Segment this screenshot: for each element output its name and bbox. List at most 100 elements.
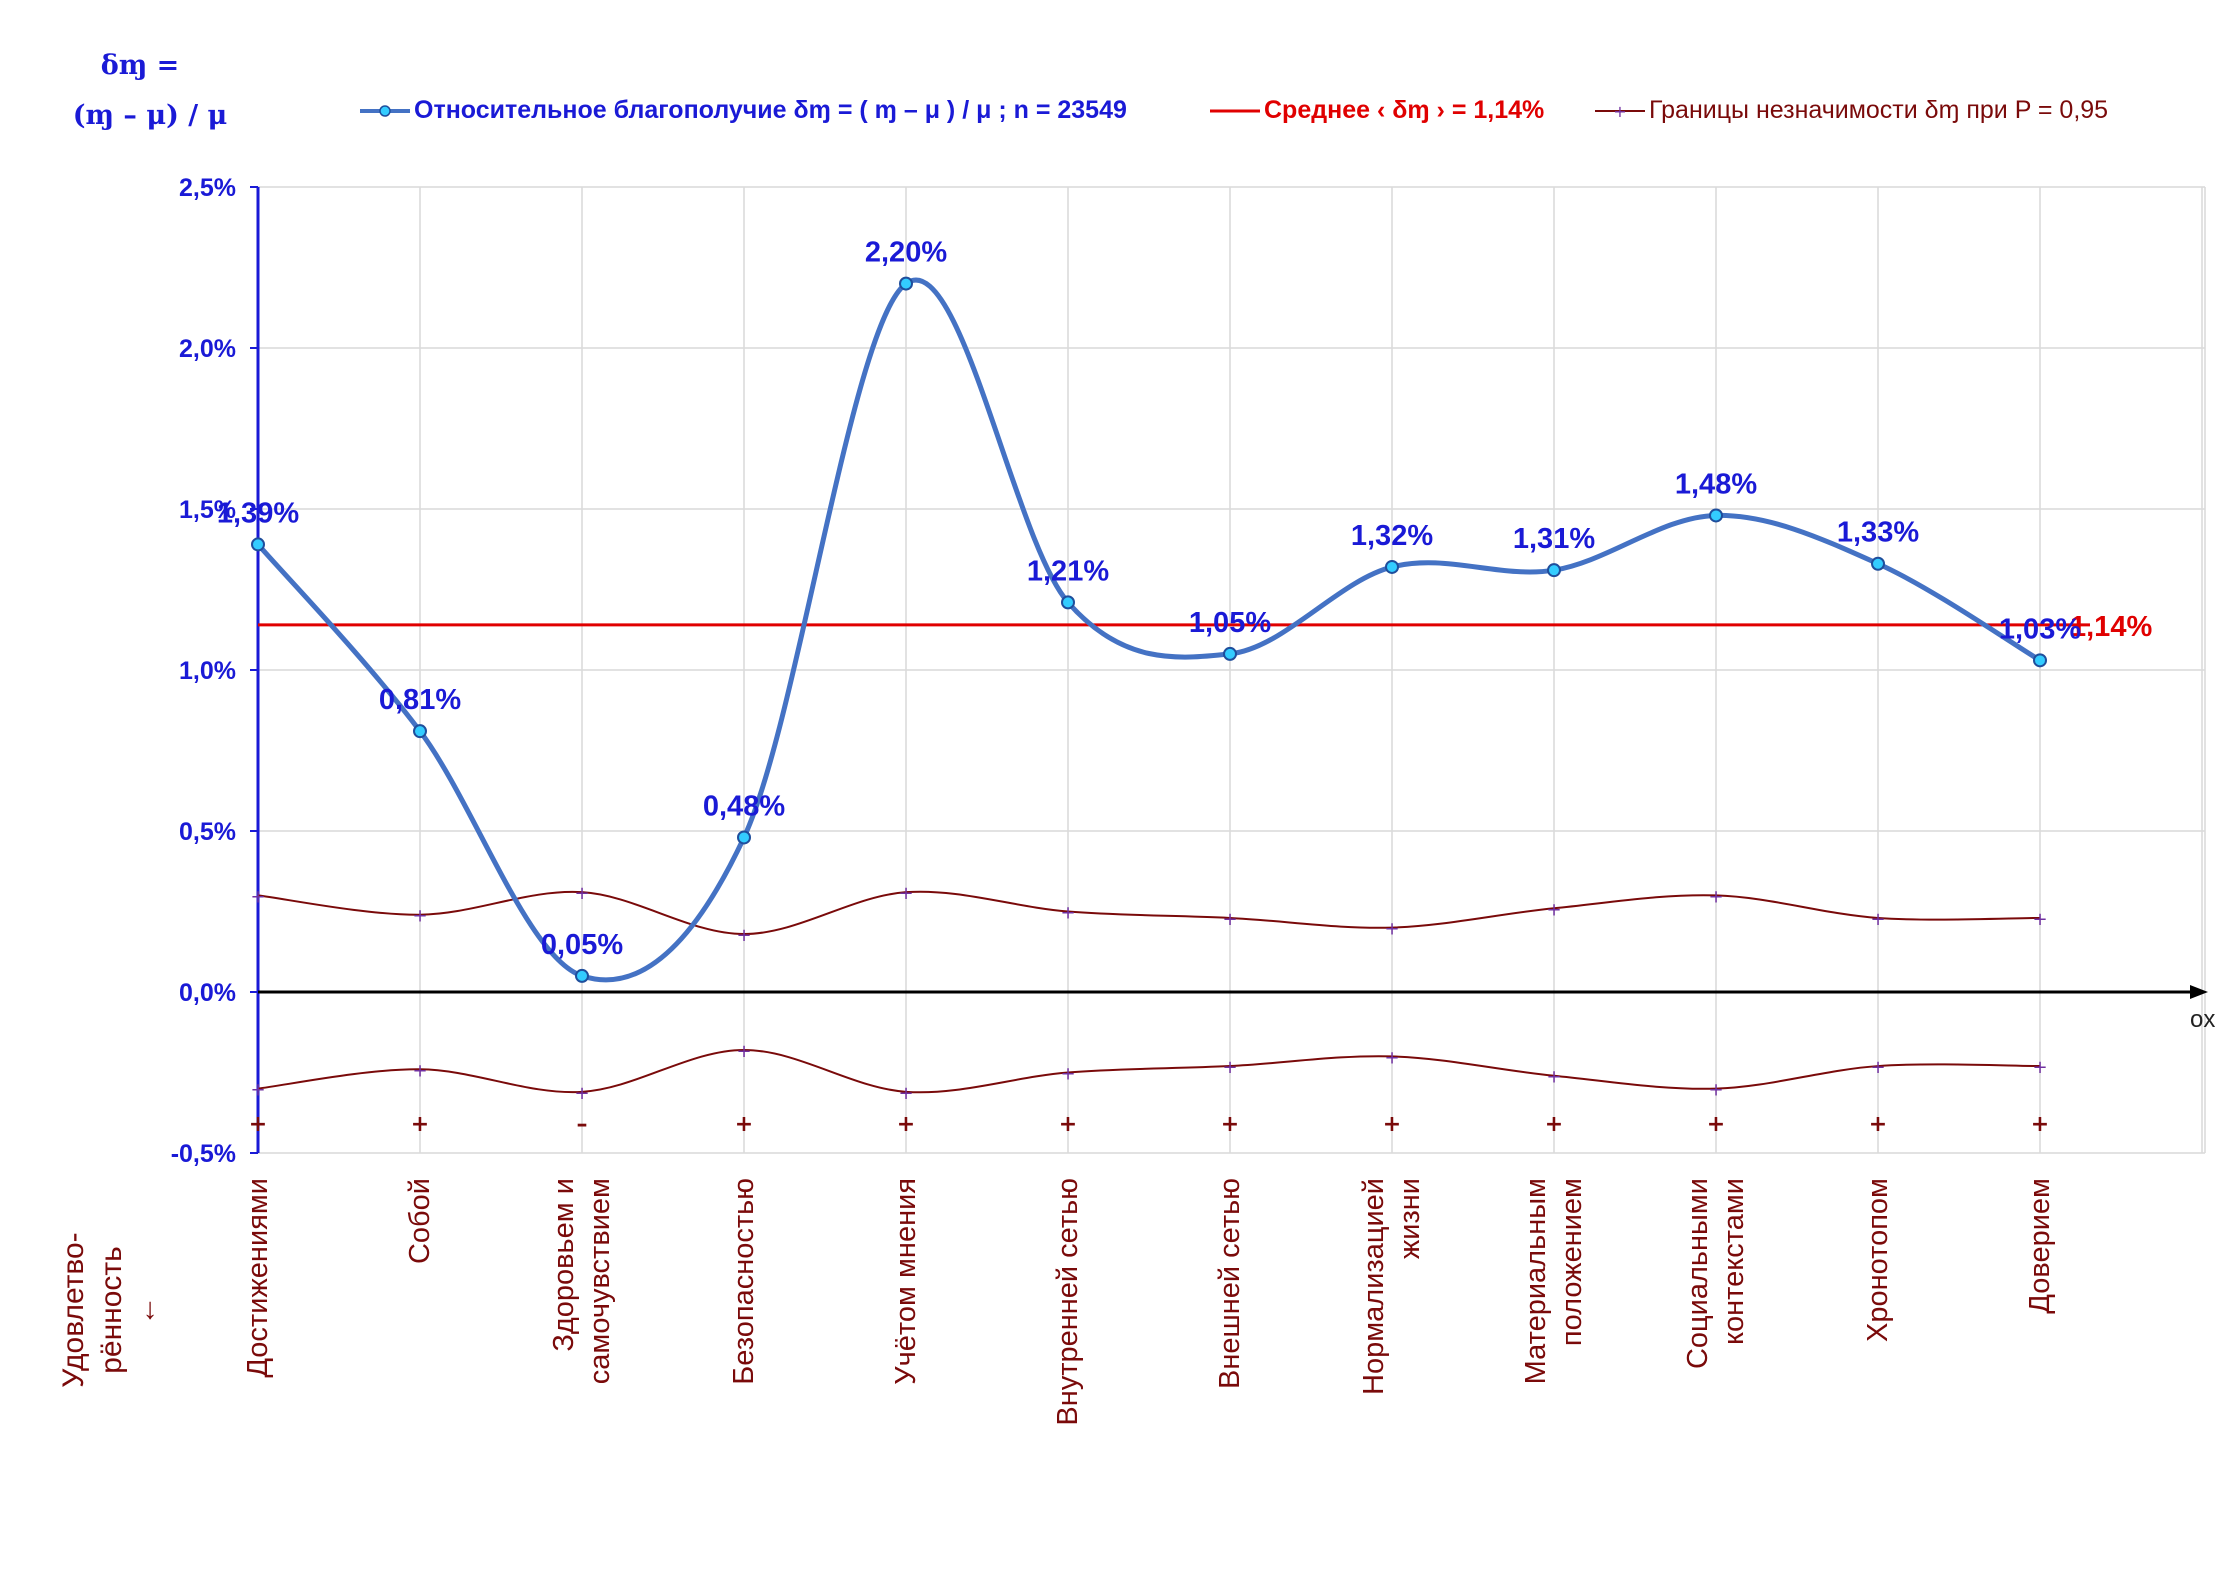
data-label: 1,31% <box>1513 523 1595 555</box>
x-tick-label-line: Здоровьем и <box>548 1178 580 1352</box>
legend-swatch-series <box>360 104 410 117</box>
mean-label: 1,14% <box>2070 611 2152 643</box>
x-tick-label: Здоровьем и самочувствием <box>546 1178 618 1518</box>
y-tick-label: 2,0% <box>179 335 236 363</box>
x-axis-end-label: ox <box>2190 1006 2216 1033</box>
bounds-marker-upper: + <box>412 906 427 927</box>
x-tick-label: Внутренней сетью <box>1050 1178 1086 1518</box>
significance-sign: + <box>2031 1112 2049 1137</box>
x-tick-label: Собой <box>402 1178 438 1518</box>
significance-sign: + <box>249 1112 267 1137</box>
bounds-marker-upper: + <box>898 883 913 904</box>
x-tick-label: Нормализацией жизни <box>1356 1178 1428 1518</box>
x-tick-label: Достижениями <box>240 1178 276 1518</box>
significance-sign: + <box>1059 1112 1077 1137</box>
bounds-marker-lower: + <box>1222 1057 1237 1078</box>
data-label: 1,48% <box>1675 468 1757 500</box>
data-label: 0,81% <box>379 684 461 716</box>
data-label: 1,39% <box>217 497 299 529</box>
y-tick-label: 0,0% <box>179 979 236 1007</box>
data-point <box>1061 595 1075 610</box>
bounds-marker-upper: + <box>1708 886 1723 907</box>
data-label: 1,21% <box>1027 555 1109 587</box>
y-axis-title-line1: δɱ = <box>100 50 180 81</box>
significance-sign: + <box>897 1112 915 1137</box>
y-axis-title-line2: (ɱ – μ) / μ <box>72 100 228 131</box>
corner-label-arrow: ↓ <box>142 1293 158 1326</box>
legend-label-series: Относительное благополучие δɱ = ( ɱ – μ … <box>414 96 1127 124</box>
x-tick-label-line: Хронотопом <box>1862 1178 1894 1342</box>
bounds-marker-lower: + <box>1708 1080 1723 1101</box>
data-label: 0,48% <box>703 790 785 822</box>
x-tick-label-line: Социальными <box>1682 1178 1714 1370</box>
legend-swatch-bounds: + <box>1595 102 1645 121</box>
bounds-marker-upper: + <box>2032 909 2047 930</box>
bounds-marker-lower: + <box>412 1060 427 1081</box>
corner-label-line2: рённость <box>95 1246 128 1374</box>
x-tick-label-line: Материальным <box>1520 1178 1552 1385</box>
data-label: 2,20% <box>865 237 947 269</box>
bounds-marker-lower: + <box>1546 1067 1561 1088</box>
bounds-line-upper <box>257 890 2041 936</box>
significance-sign: + <box>1707 1112 1725 1137</box>
bounds-line-lower <box>257 1048 2041 1094</box>
bounds-marker-lower: + <box>250 1080 265 1101</box>
data-label: 1,03% <box>1999 613 2081 645</box>
bounds-marker-upper: + <box>574 883 589 904</box>
data-point <box>1385 559 1399 574</box>
x-tick-label: Доверием <box>2022 1178 2058 1518</box>
bounds-marker-upper: + <box>1222 909 1237 930</box>
legend-swatch-mean <box>1210 109 1260 112</box>
data-point <box>899 276 913 291</box>
x-tick-label: Безопасностью <box>726 1178 762 1518</box>
series-line <box>256 277 2042 983</box>
legend-item-mean: Среднее ‹ δɱ › = 1,14% <box>1210 96 1544 125</box>
bounds-marker-upper: + <box>736 925 751 946</box>
bounds-marker-lower: + <box>736 1041 751 1062</box>
bounds-marker-lower: + <box>2032 1057 2047 1078</box>
legend-label-mean: Среднее ‹ δɱ › = 1,14% <box>1264 96 1545 124</box>
legend-item-series: Относительное благополучие δɱ = ( ɱ – μ … <box>360 96 1127 125</box>
y-tick-label: 1,0% <box>179 657 236 685</box>
bounds-marker-upper: + <box>250 886 265 907</box>
x-tick-label-line: положением <box>1556 1178 1588 1347</box>
x-tick-label: Социальными контекстами <box>1680 1178 1752 1518</box>
x-tick-label-line: контекстами <box>1718 1178 1750 1345</box>
y-tick-label: 1,5% <box>179 496 236 524</box>
data-point <box>1223 646 1237 661</box>
data-point <box>737 830 751 845</box>
x-tick-label: Материальным положением <box>1518 1178 1590 1518</box>
data-point <box>575 968 589 983</box>
x-tick-label-line: жизни <box>1394 1178 1426 1260</box>
data-point <box>413 724 427 739</box>
significance-sign: + <box>1869 1112 1887 1137</box>
data-label: 0,05% <box>541 929 623 961</box>
data-label: 1,32% <box>1351 520 1433 552</box>
x-tick-label-line: Доверием <box>2024 1178 2056 1314</box>
svg-text:+: + <box>1613 102 1626 121</box>
significance-sign: – <box>577 1112 588 1137</box>
x-tick-label: Учётом мнения <box>888 1178 924 1518</box>
legend-item-bounds: + Границы незначимости δɱ при P = 0,95 <box>1595 96 2108 125</box>
significance-sign: + <box>735 1112 753 1137</box>
x-tick-label-line: самочувствием <box>584 1178 616 1385</box>
bounds-marker-upper: + <box>1384 919 1399 940</box>
significance-sign: + <box>1221 1112 1239 1137</box>
data-point <box>1871 556 1885 571</box>
data-point <box>1709 508 1723 523</box>
x-tick-label-line: Достижениями <box>242 1178 274 1378</box>
bounds-marker-lower: + <box>574 1083 589 1104</box>
corner-label-line1: Удовлетво- <box>57 1232 90 1388</box>
x-tick-label-line: Собой <box>404 1178 436 1265</box>
x-tick-label-line: Учётом мнения <box>890 1178 922 1385</box>
x-tick-label: Внешней сетью <box>1212 1178 1248 1518</box>
bounds-marker-lower: + <box>1870 1057 1885 1078</box>
significance-sign: + <box>1383 1112 1401 1137</box>
data-point <box>251 537 265 552</box>
bounds-marker-lower: + <box>1060 1064 1075 1085</box>
x-tick-label-line: Внутренней сетью <box>1052 1178 1084 1426</box>
bounds-marker-lower: + <box>898 1083 913 1104</box>
bounds-marker-lower: + <box>1384 1047 1399 1068</box>
x-axis-arrow <box>2190 985 2208 999</box>
